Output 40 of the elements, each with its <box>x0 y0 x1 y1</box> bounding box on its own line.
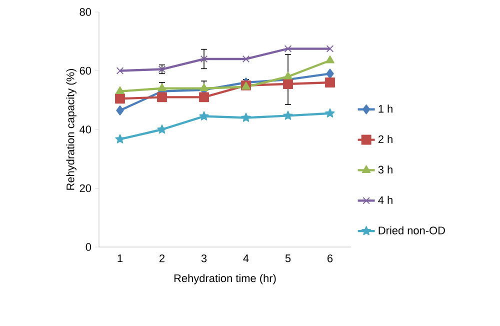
point <box>157 124 167 134</box>
point <box>116 67 124 74</box>
point <box>283 78 293 89</box>
point <box>326 55 334 64</box>
legend-label: 4 h <box>378 196 392 204</box>
point <box>325 78 335 88</box>
y-axis-title: Rehydration capacity (%) <box>66 68 76 190</box>
point <box>284 72 292 80</box>
x-tick-label: 2 <box>160 254 165 262</box>
point <box>115 94 125 104</box>
point <box>284 45 292 52</box>
legend-label: 3 h <box>378 165 392 174</box>
x-tick-label: 6 <box>328 254 333 262</box>
x-tick-label: 5 <box>285 254 291 262</box>
point <box>200 55 208 63</box>
point <box>116 86 124 94</box>
point <box>115 134 125 144</box>
point <box>200 83 208 92</box>
legend-label: Dried non-OD <box>378 226 445 234</box>
point <box>157 92 167 102</box>
legend-label: 2 h <box>378 135 392 144</box>
point <box>116 105 124 116</box>
x-tick-label: 3 <box>201 254 207 262</box>
point <box>199 92 209 102</box>
y-tick-label: 60 <box>80 66 92 75</box>
point <box>241 112 251 122</box>
point <box>326 45 334 52</box>
y-tick-label: 80 <box>80 8 92 16</box>
y-tick-label: 20 <box>80 184 92 192</box>
point <box>283 110 293 120</box>
point <box>199 111 209 120</box>
legend-label: 1 h <box>378 104 392 113</box>
x-tick-label: 4 <box>243 254 249 262</box>
y-tick-label: 40 <box>80 126 92 134</box>
point <box>242 55 250 63</box>
point <box>325 108 335 118</box>
x-tick-label: 1 <box>118 254 123 262</box>
x-axis-title: Rehydration time (hr) <box>174 274 276 284</box>
y-tick-label: 0 <box>86 243 92 251</box>
point <box>326 68 334 79</box>
